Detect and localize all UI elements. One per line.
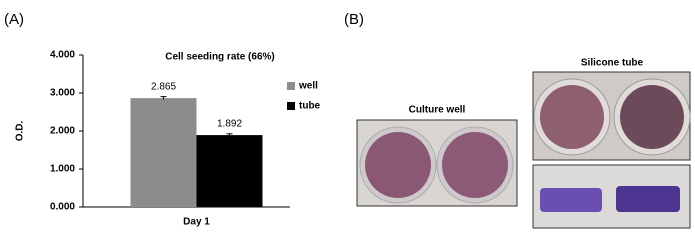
y-tick-label: 1.000 — [50, 164, 75, 175]
y-tick-label: 0.000 — [50, 202, 75, 213]
figure: (A) (B) Cell seeding rate (66%) O.D. Cul… — [4, 11, 691, 229]
bar — [130, 98, 197, 207]
photo-label: Culture well — [409, 105, 466, 116]
y-axis-label: O.D. — [15, 121, 26, 142]
bar — [196, 135, 263, 207]
chart-title: Cell seeding rate (66%) — [165, 52, 274, 63]
y-tick-label: 3.000 — [50, 88, 75, 99]
legend-label: well — [298, 81, 318, 92]
x-tick-label: Day 1 — [183, 217, 210, 228]
value-label: 2.865 — [151, 81, 176, 92]
legend-label: tube — [299, 101, 321, 112]
panel-label: (A) — [4, 11, 24, 28]
photo-label: Silicone tube — [581, 58, 644, 69]
value-label: 1.892 — [217, 118, 242, 129]
legend-swatch — [287, 102, 295, 110]
panel-label: (B) — [344, 11, 364, 28]
y-tick-label: 2.000 — [50, 126, 75, 137]
photo-silicone-tube — [532, 71, 691, 229]
y-tick-label: 4.000 — [50, 50, 75, 61]
legend-swatch — [287, 82, 295, 90]
photo-culture-well — [356, 119, 518, 207]
